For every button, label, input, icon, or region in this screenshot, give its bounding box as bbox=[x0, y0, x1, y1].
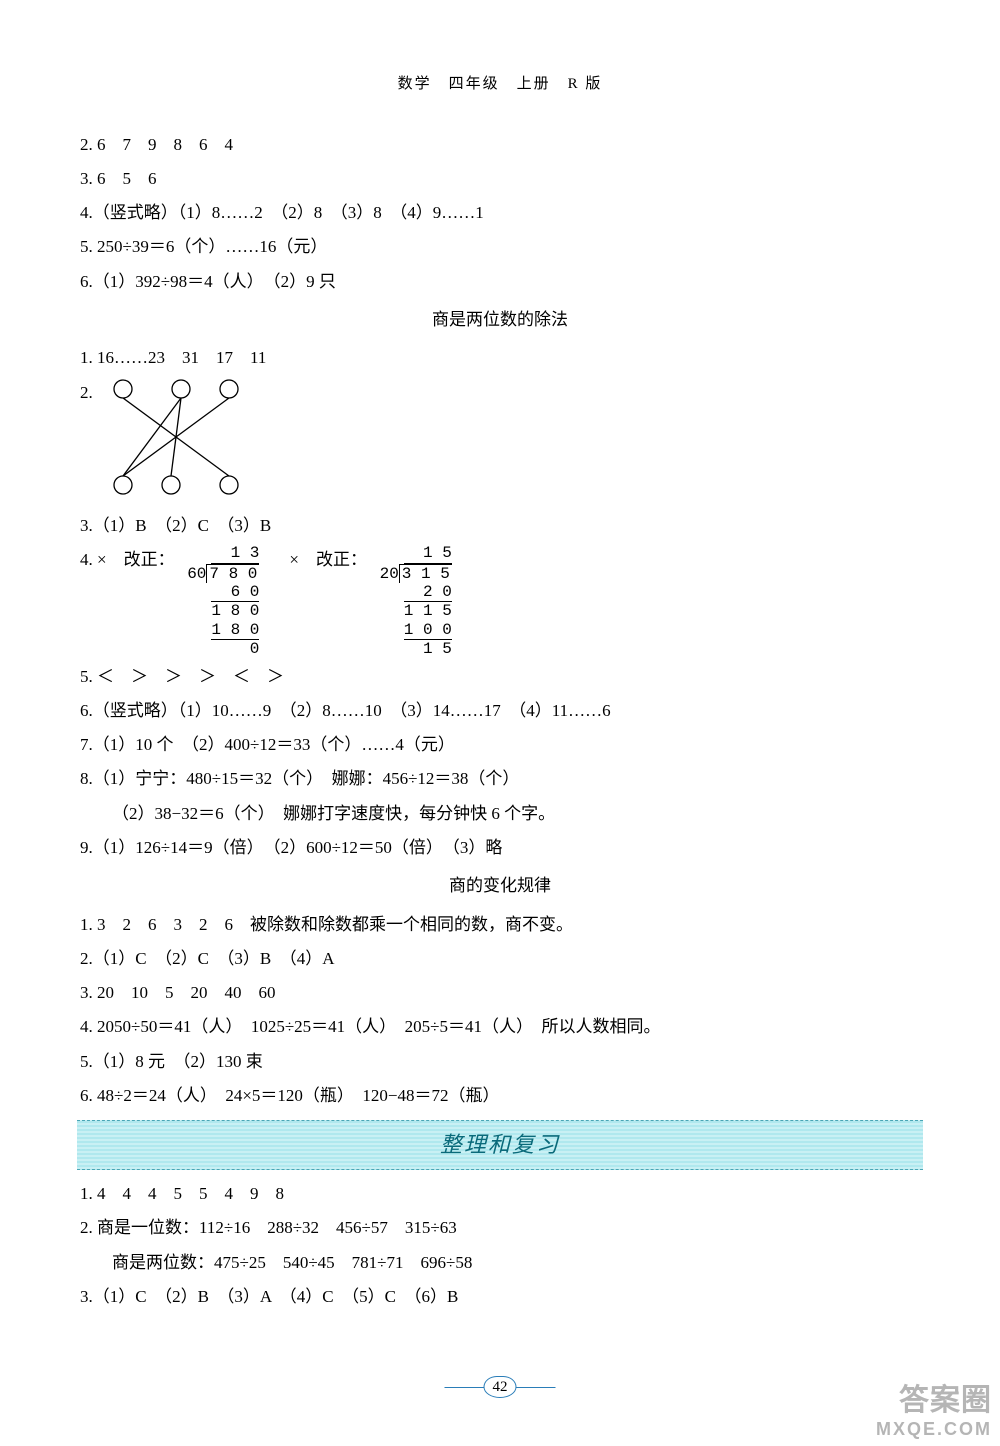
ans-2: 2. 6 7 9 8 6 4 bbox=[80, 129, 920, 161]
s2-ans-9: 9.（1）126÷14＝9（倍） （2）600÷12＝50（倍） （3）略 bbox=[80, 832, 920, 864]
s3-ans-2: 2.（1）C （2）C （3）B （4）A bbox=[80, 943, 920, 975]
s3-ans-5: 5.（1）8 元 （2）130 束 bbox=[80, 1046, 920, 1078]
s2-ans-8b: （2）38−32＝6（个） 娜娜打字速度快，每分钟快 6 个字。 bbox=[80, 798, 920, 830]
watermark-line2: MXQE.COM bbox=[876, 1419, 992, 1440]
page-number: 42 bbox=[484, 1376, 517, 1398]
s3-ans-3: 3. 20 10 5 20 40 60 bbox=[80, 977, 920, 1009]
s2-ans-5: 5. ＜ ＞ ＞ ＞ ＜ ＞ bbox=[80, 661, 920, 693]
s3-ans-1: 1. 3 2 6 3 2 6 被除数和除数都乘一个相同的数，商不变。 bbox=[80, 909, 920, 941]
s2-ans-1: 1. 16……23 31 17 11 bbox=[80, 342, 920, 374]
review-banner: 整理和复习 bbox=[77, 1120, 923, 1170]
section-title-1: 商是两位数的除法 bbox=[80, 304, 920, 336]
s3-ans-4: 4. 2050÷50＝41（人） 1025÷25＝41（人） 205÷5＝41（… bbox=[80, 1011, 920, 1043]
ans-5: 5. 250÷39＝6（个）……16（元） bbox=[80, 231, 920, 263]
watermark-line1: 答案圈 bbox=[876, 1375, 992, 1419]
section-title-2: 商的变化规律 bbox=[80, 870, 920, 902]
s2-ans-4: 4. × 改正： 1 3607 8 06 01 8 01 8 00 × 改正： … bbox=[80, 544, 920, 658]
ans-3: 3. 6 5 6 bbox=[80, 163, 920, 195]
s2-ans-3: 3.（1）B （2）C （3）B bbox=[80, 510, 920, 542]
s2-ans-4-prefix1: 4. × 改正： bbox=[80, 544, 175, 576]
s4-ans-2a: 2. 商是一位数：112÷16 288÷32 456÷57 315÷63 bbox=[80, 1212, 920, 1244]
s3-ans-6: 6. 48÷2＝24（人） 24×5＝120（瓶） 120−48＝72（瓶） bbox=[80, 1080, 920, 1112]
matching-diagram bbox=[101, 377, 261, 508]
ans-4: 4.（竖式略）（1）8……2 （2）8 （3）8 （4）9……1 bbox=[80, 197, 920, 229]
s2-ans-2-row: 2. bbox=[80, 377, 920, 508]
s2-ans-7: 7.（1）10 个 （2）400÷12＝33（个）……4（元） bbox=[80, 729, 920, 761]
s4-ans-1: 1. 4 4 4 5 5 4 9 8 bbox=[80, 1178, 920, 1210]
s2-ans-2-label: 2. bbox=[80, 383, 93, 402]
page-number-badge: 42 bbox=[484, 1378, 517, 1396]
long-division-2: 1 5203 1 52 01 1 51 0 01 5 bbox=[375, 544, 452, 658]
worksheet-page: 数学 四年级 上册 R 版 2. 6 7 9 8 6 4 3. 6 5 6 4.… bbox=[0, 0, 1000, 1355]
s2-ans-6: 6.（竖式略）（1）10……9 （2）8……10 （3）14……17 （4）11… bbox=[80, 695, 920, 727]
watermark: 答案圈 MXQE.COM bbox=[876, 1375, 992, 1440]
long-division-1: 1 3607 8 06 01 8 01 8 00 bbox=[183, 544, 260, 658]
s2-ans-8a: 8.（1）宁宁：480÷15＝32（个） 娜娜：456÷12＝38（个） bbox=[80, 763, 920, 795]
ans-6: 6.（1）392÷98＝4（人） （2）9 只 bbox=[80, 266, 920, 298]
s2-ans-4-prefix2: × 改正： bbox=[289, 544, 367, 576]
s4-ans-2b: 商是两位数：475÷25 540÷45 781÷71 696÷58 bbox=[80, 1247, 920, 1279]
page-header: 数学 四年级 上册 R 版 bbox=[80, 70, 920, 99]
s4-ans-3: 3.（1）C （2）B （3）A （4）C （5）C （6）B bbox=[80, 1281, 920, 1313]
